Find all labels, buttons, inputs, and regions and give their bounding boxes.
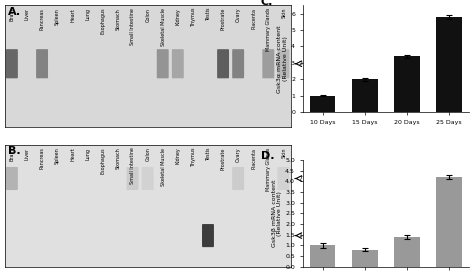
Text: Colon: Colon bbox=[146, 8, 151, 22]
Text: Skin: Skin bbox=[281, 147, 286, 158]
Text: Skin: Skin bbox=[281, 8, 286, 18]
Text: Placenta: Placenta bbox=[251, 147, 256, 169]
FancyBboxPatch shape bbox=[277, 167, 289, 190]
FancyBboxPatch shape bbox=[142, 167, 154, 190]
Text: Thymus: Thymus bbox=[191, 8, 196, 27]
Text: Prostrate: Prostrate bbox=[221, 8, 226, 30]
Text: Testis: Testis bbox=[206, 147, 211, 161]
Text: Kidney: Kidney bbox=[176, 147, 181, 164]
FancyBboxPatch shape bbox=[6, 167, 18, 190]
Text: Kidney: Kidney bbox=[176, 8, 181, 25]
Text: C.: C. bbox=[261, 0, 273, 7]
Text: Esophagus: Esophagus bbox=[100, 8, 105, 35]
Text: B.: B. bbox=[8, 146, 20, 156]
Bar bbox=[394, 56, 419, 112]
Text: Skeletal Muscle: Skeletal Muscle bbox=[161, 8, 165, 46]
Text: Colon: Colon bbox=[146, 147, 151, 161]
Bar bbox=[310, 96, 336, 112]
FancyBboxPatch shape bbox=[172, 49, 184, 78]
Bar bbox=[310, 245, 336, 267]
Text: Liver: Liver bbox=[25, 147, 30, 160]
Text: Ovary: Ovary bbox=[236, 147, 241, 162]
FancyBboxPatch shape bbox=[157, 49, 169, 78]
Text: Heart: Heart bbox=[70, 147, 75, 161]
FancyBboxPatch shape bbox=[36, 49, 48, 78]
FancyBboxPatch shape bbox=[277, 49, 289, 78]
FancyBboxPatch shape bbox=[6, 49, 18, 78]
Text: Pancreas: Pancreas bbox=[40, 8, 45, 30]
Bar bbox=[352, 79, 377, 112]
Text: Brain: Brain bbox=[10, 147, 15, 160]
Text: Small Intestine: Small Intestine bbox=[130, 8, 136, 45]
FancyBboxPatch shape bbox=[232, 49, 244, 78]
FancyBboxPatch shape bbox=[202, 224, 214, 247]
Text: 7.8 kb: 7.8 kb bbox=[299, 176, 319, 181]
FancyBboxPatch shape bbox=[262, 49, 274, 78]
Text: Brain: Brain bbox=[10, 8, 15, 21]
Text: Stomach: Stomach bbox=[115, 147, 120, 169]
Text: Placenta: Placenta bbox=[251, 8, 256, 29]
Text: Mammary Glands: Mammary Glands bbox=[266, 147, 271, 191]
Text: Esophagus: Esophagus bbox=[100, 147, 105, 174]
Bar bbox=[352, 249, 377, 267]
Text: Spleen: Spleen bbox=[55, 147, 60, 164]
Bar bbox=[437, 17, 462, 112]
Text: A.: A. bbox=[8, 7, 21, 17]
Bar bbox=[437, 177, 462, 267]
Text: Ovary: Ovary bbox=[236, 8, 241, 23]
Text: 1.7 kb: 1.7 kb bbox=[299, 233, 319, 238]
Text: Lung: Lung bbox=[85, 8, 90, 20]
Text: Prostrate: Prostrate bbox=[221, 147, 226, 170]
Text: Thymus: Thymus bbox=[191, 147, 196, 167]
Text: 2.8 kb: 2.8 kb bbox=[299, 61, 319, 66]
Text: Spleen: Spleen bbox=[55, 8, 60, 25]
Text: Testis: Testis bbox=[206, 8, 211, 21]
FancyBboxPatch shape bbox=[127, 167, 138, 190]
Text: Skeletal Muscle: Skeletal Muscle bbox=[161, 147, 165, 186]
Y-axis label: Gsk3β mRNA content
(Relative Unit): Gsk3β mRNA content (Relative Unit) bbox=[272, 180, 283, 247]
Y-axis label: Gsk3α mRNA content
(Relative Unit): Gsk3α mRNA content (Relative Unit) bbox=[277, 25, 288, 92]
Text: Mammary Glands: Mammary Glands bbox=[266, 8, 271, 51]
Bar bbox=[394, 237, 419, 267]
Text: Pancreas: Pancreas bbox=[40, 147, 45, 169]
FancyBboxPatch shape bbox=[232, 167, 244, 190]
Text: Liver: Liver bbox=[25, 8, 30, 20]
FancyBboxPatch shape bbox=[217, 49, 229, 78]
Text: Stomach: Stomach bbox=[115, 8, 120, 30]
Text: D.: D. bbox=[261, 152, 274, 162]
Text: Small Intestine: Small Intestine bbox=[130, 147, 136, 184]
Text: Lung: Lung bbox=[85, 147, 90, 160]
Text: Heart: Heart bbox=[70, 8, 75, 22]
